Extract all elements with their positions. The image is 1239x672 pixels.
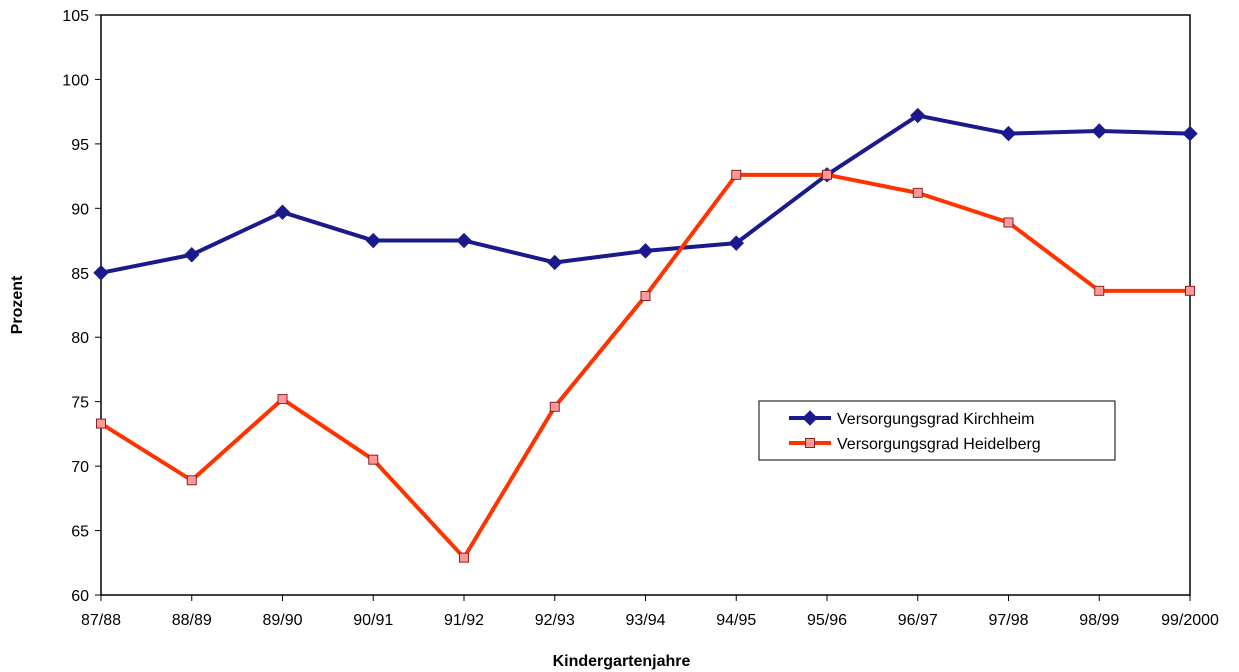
data-point-marker <box>802 410 818 426</box>
data-point-marker <box>1185 285 1195 296</box>
data-point-marker <box>1094 285 1105 296</box>
y-axis-title: Prozent <box>9 275 26 334</box>
x-tick-label: 95/96 <box>807 612 847 629</box>
data-point-marker <box>805 438 815 448</box>
y-tick-label: 65 <box>71 524 89 541</box>
data-point-marker <box>637 243 654 259</box>
data-point-marker <box>277 394 288 405</box>
data-point-marker <box>1000 125 1017 142</box>
data-point-marker <box>186 475 197 486</box>
x-tick-label: 99/2000 <box>1161 612 1219 629</box>
data-point-marker <box>459 552 469 563</box>
data-point-marker <box>822 169 832 180</box>
legend-label: Versorgungsgrad Kirchheim <box>837 411 1034 428</box>
x-tick-label: 90/91 <box>353 612 393 629</box>
x-tick-label: 97/98 <box>988 612 1028 629</box>
x-tick-label: 94/95 <box>716 612 756 629</box>
data-point-marker <box>456 232 472 249</box>
y-tick-label: 105 <box>62 8 89 25</box>
y-tick-label: 90 <box>71 201 89 218</box>
y-tick-label: 75 <box>71 395 89 412</box>
data-point-marker <box>1091 123 1107 139</box>
x-tick-label: 92/93 <box>535 612 575 629</box>
y-tick-label: 60 <box>71 588 89 605</box>
data-point-marker <box>549 401 560 412</box>
data-point-marker <box>96 418 106 429</box>
y-axis: 60 65 70 75 80 85 90 95 100 105 <box>62 8 101 605</box>
legend-label: Versorgungsgrad Heidelberg <box>837 436 1041 453</box>
legend-item: Versorgungsgrad Kirchheim <box>789 410 1034 428</box>
data-point-marker <box>93 265 109 281</box>
series-group <box>93 107 1198 563</box>
y-tick-label: 100 <box>62 72 89 89</box>
x-tick-label: 87/88 <box>81 612 121 629</box>
x-tick-label: 93/94 <box>625 612 665 629</box>
plot-area <box>100 14 1191 596</box>
data-point-marker <box>910 107 926 124</box>
data-point-marker <box>731 169 742 180</box>
y-tick-label: 70 <box>71 459 89 476</box>
legend-item: Versorgungsgrad Heidelberg <box>789 436 1041 453</box>
y-tick-label: 85 <box>71 266 89 283</box>
legend: Versorgungsgrad Kirchheim Versorgungsgrad… <box>758 400 1116 461</box>
data-point-marker <box>365 232 381 249</box>
legend-box <box>758 400 1116 461</box>
y-tick-label: 80 <box>71 330 89 347</box>
data-point-marker <box>912 187 923 198</box>
x-tick-label: 91/92 <box>444 612 484 629</box>
series-kirchheim <box>93 107 1198 281</box>
x-axis: 87/88 88/89 89/90 90/91 91/92 92/93 93/94 94/95… <box>81 595 1219 629</box>
x-tick-label: 89/90 <box>262 612 302 629</box>
data-point-marker <box>1003 217 1014 228</box>
data-point-marker <box>728 235 744 251</box>
data-point-marker <box>184 247 200 263</box>
x-tick-label: 88/89 <box>172 612 212 629</box>
y-tick-label: 95 <box>71 137 89 154</box>
data-point-marker <box>1182 125 1198 142</box>
data-point-marker <box>640 290 651 301</box>
data-point-marker <box>274 204 291 220</box>
data-point-marker <box>547 254 563 271</box>
data-point-marker <box>368 454 379 465</box>
x-axis-title: Kindergartenjahre <box>553 653 691 670</box>
x-tick-label: 96/97 <box>898 612 938 629</box>
series-line <box>99 172 1190 560</box>
series-heidelberg <box>96 169 1195 563</box>
x-tick-label: 98/99 <box>1079 612 1119 629</box>
